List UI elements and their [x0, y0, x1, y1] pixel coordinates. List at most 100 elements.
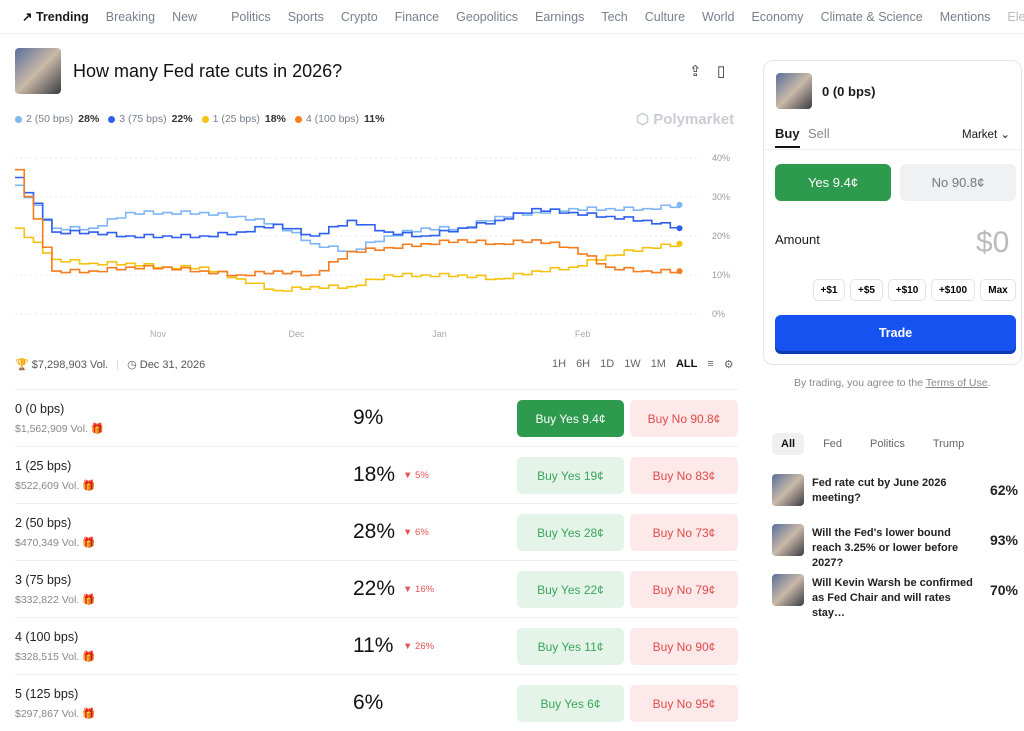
- series-line: [15, 176, 681, 239]
- order-type-label: Market: [962, 129, 998, 141]
- related-market-image: [772, 474, 804, 506]
- related-tab-politics[interactable]: Politics: [870, 438, 905, 450]
- polymarket-watermark: ⬡ Polymarket: [636, 111, 735, 128]
- buy-no-button[interactable]: Buy No 83¢: [630, 457, 738, 494]
- series-line: [15, 184, 681, 253]
- related-tab-all[interactable]: All: [772, 433, 805, 455]
- nav-finance[interactable]: Finance: [394, 9, 440, 24]
- range-all[interactable]: ALL: [675, 358, 698, 370]
- buy-no-button[interactable]: Buy No 90.8¢: [630, 400, 738, 437]
- filter-icon[interactable]: ≡: [707, 358, 714, 370]
- outcome-probability: 18%: [353, 463, 396, 486]
- amount-input[interactable]: $0: [976, 226, 1010, 259]
- related-market[interactable]: Fed rate cut by June 2026 meeting? 62%: [772, 474, 1022, 514]
- nav-tech[interactable]: Tech: [601, 9, 628, 24]
- outcome-volume: $328,515 Vol. 🎁: [15, 650, 95, 663]
- legend-pct: 28%: [78, 113, 100, 125]
- buy-yes-button[interactable]: Buy Yes 6¢: [517, 685, 624, 722]
- buy-yes-button[interactable]: Buy Yes 11¢: [517, 628, 624, 665]
- nav-geopolitics[interactable]: Geopolitics: [456, 9, 518, 24]
- x-tick-label: Jan: [432, 329, 447, 339]
- related-tab-fed[interactable]: Fed: [823, 438, 843, 450]
- series-end-dot: [676, 225, 683, 232]
- range-6h[interactable]: 6H: [576, 358, 591, 370]
- legend-pct: 22%: [171, 113, 193, 125]
- nav-world[interactable]: World: [702, 9, 735, 24]
- nav-elections[interactable]: Elections: [1007, 9, 1024, 24]
- outcome-image: [776, 73, 812, 109]
- nav-breaking[interactable]: Breaking: [105, 9, 156, 24]
- buy-no-button[interactable]: Buy No 95¢: [630, 685, 738, 722]
- related-market[interactable]: Will Kevin Warsh be confirmed as Fed Cha…: [772, 574, 1022, 619]
- buy-yes-button[interactable]: Buy Yes 19¢: [517, 457, 624, 494]
- quick-add-10[interactable]: +$10: [888, 279, 926, 301]
- watermark-text: Polymarket: [653, 111, 735, 128]
- outcome-row[interactable]: 1 (25 bps) $522,609 Vol. 🎁 18% ▼ 5% Buy …: [15, 446, 738, 503]
- buy-no-button[interactable]: Buy No 79¢: [630, 571, 738, 608]
- nav-earnings[interactable]: Earnings: [534, 9, 585, 24]
- price-chart[interactable]: 0% 10% 20% 30% 40% Nov Dec Jan Feb: [0, 145, 740, 345]
- volume-text: $297,867 Vol.: [15, 708, 80, 720]
- related-tab-trump[interactable]: Trump: [932, 438, 965, 450]
- legend-pct: 11%: [364, 113, 385, 125]
- buy-yes-button[interactable]: Buy Yes 9.4¢: [517, 400, 624, 437]
- related-pct: 93%: [989, 532, 1018, 548]
- range-1d[interactable]: 1D: [600, 358, 615, 370]
- settings-gear-icon[interactable]: ⚙: [723, 359, 734, 371]
- nav-crypto[interactable]: Crypto: [340, 9, 378, 24]
- outcome-volume: $332,822 Vol. 🎁: [15, 593, 95, 606]
- nav-trending[interactable]: ↗ Trending: [22, 10, 89, 24]
- meta-divider: |: [116, 358, 120, 371]
- quick-add-100[interactable]: +$100: [931, 279, 975, 301]
- order-type-dropdown[interactable]: Market ⌄: [962, 127, 1010, 141]
- gift-icon: 🎁: [82, 594, 96, 606]
- nav-new[interactable]: New: [172, 9, 198, 24]
- buy-yes-button[interactable]: Buy Yes 28¢: [517, 514, 624, 551]
- tab-sell[interactable]: Sell: [808, 126, 830, 141]
- bookmark-icon[interactable]: ▯: [717, 63, 726, 80]
- range-1h[interactable]: 1H: [552, 358, 567, 370]
- share-icon[interactable]: ⇪: [689, 63, 702, 80]
- quick-max[interactable]: Max: [980, 279, 1016, 301]
- range-1m[interactable]: 1M: [650, 358, 666, 370]
- nav-economy[interactable]: Economy: [751, 9, 804, 24]
- no-outcome-button[interactable]: No 90.8¢: [900, 164, 1016, 201]
- market-meta: 🏆 $7,298,903 Vol. | ◷ Dec 31, 2026: [15, 358, 205, 372]
- related-market-image: [772, 574, 804, 606]
- outcome-row[interactable]: 5 (125 bps) $297,867 Vol. 🎁 6% Buy Yes 6…: [15, 674, 738, 731]
- nav-culture[interactable]: Culture: [644, 9, 686, 24]
- quick-add-5[interactable]: +$5: [850, 279, 883, 301]
- volume-text: $7,298,903 Vol.: [31, 358, 109, 371]
- chart-legend: 2 (50 bps) 28% 3 (75 bps) 22% 1 (25 bps) 18% 4…: [15, 113, 393, 125]
- terms-link[interactable]: Terms of Use: [925, 377, 988, 389]
- page-title: How many Fed rate cuts in 2026?: [73, 60, 343, 81]
- y-tick-label: 40%: [712, 153, 730, 163]
- yes-outcome-button[interactable]: Yes 9.4¢: [775, 164, 891, 201]
- outcome-row[interactable]: 0 (0 bps) $1,562,909 Vol. 🎁 9% Buy Yes 9…: [15, 389, 738, 446]
- quick-add-1[interactable]: +$1: [813, 279, 845, 301]
- related-market[interactable]: Will the Fed's lower bound reach 3.25% o…: [772, 524, 1022, 569]
- outcome-name: 3 (75 bps): [15, 573, 72, 587]
- nav-mentions[interactable]: Mentions: [939, 9, 991, 24]
- range-1w[interactable]: 1W: [624, 358, 641, 370]
- outcome-row[interactable]: 4 (100 bps) $328,515 Vol. 🎁 11% ▼ 26% Bu…: [15, 617, 738, 674]
- buy-no-button[interactable]: Buy No 90¢: [630, 628, 738, 665]
- down-arrow-icon: ▼: [403, 470, 413, 481]
- buy-yes-button[interactable]: Buy Yes 22¢: [517, 571, 624, 608]
- volume-text: $522,609 Vol.: [15, 480, 80, 492]
- series-end-dot: [676, 240, 683, 247]
- change-indicator: ▼ 26%: [403, 641, 434, 652]
- trade-button[interactable]: Trade: [775, 315, 1016, 351]
- chevron-down-icon: ⌄: [1000, 129, 1010, 141]
- outcome-row[interactable]: 3 (75 bps) $332,822 Vol. 🎁 22% ▼ 16% Buy…: [15, 560, 738, 617]
- nav-climate[interactable]: Climate & Science: [820, 9, 923, 24]
- nav-politics[interactable]: Politics: [231, 9, 271, 24]
- gift-icon: 🎁: [82, 480, 96, 492]
- outcome-row[interactable]: 2 (50 bps) $470,349 Vol. 🎁 28% ▼ 6% Buy …: [15, 503, 738, 560]
- buy-no-button[interactable]: Buy No 73¢: [630, 514, 738, 551]
- related-market-image: [772, 524, 804, 556]
- tab-buy[interactable]: Buy: [775, 126, 800, 148]
- outcome-volume: $470,349 Vol. 🎁: [15, 536, 95, 549]
- nav-sports[interactable]: Sports: [287, 9, 324, 24]
- outcome-volume: $297,867 Vol. 🎁: [15, 707, 95, 720]
